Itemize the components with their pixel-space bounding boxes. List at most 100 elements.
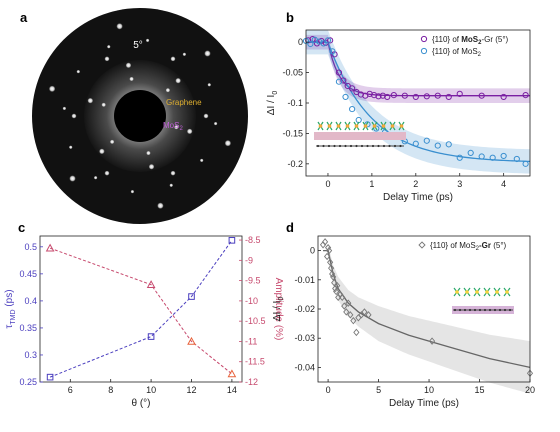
y-tick-label-right: -10 [245, 296, 258, 306]
diffraction-spot [48, 85, 56, 93]
point-mos2-gr [330, 273, 337, 281]
point-mos2-gr [321, 238, 329, 246]
inset-carbon [322, 144, 325, 148]
diffraction-spot [109, 139, 115, 145]
point-mos2-gr [326, 246, 333, 255]
inset-carbon [493, 308, 497, 312]
diffraction-spot [76, 69, 81, 74]
point-mos2-gr [357, 91, 365, 98]
diffraction-spot [169, 183, 174, 188]
y-tick-label-left: 0.5 [24, 242, 37, 252]
inset-carbon [478, 308, 482, 312]
point-mos2-gr [349, 85, 356, 92]
point-mos2-gr [327, 37, 334, 44]
diffraction-spot [207, 82, 212, 87]
x-tick-label: 12 [186, 385, 196, 395]
panel-label-c: c [18, 220, 25, 235]
point-mos2-gr [434, 92, 441, 99]
x-tick-label: 5 [376, 385, 381, 395]
point-mos2-gr [522, 91, 529, 99]
inset-atom [381, 124, 386, 128]
y-tick-label-left: 0.45 [19, 269, 37, 279]
point-mos2 [329, 48, 336, 55]
y-tick-label: -0.02 [294, 304, 315, 314]
x-axis-label: θ (°) [132, 398, 151, 409]
inset-atom [455, 290, 459, 294]
inset-atom [318, 124, 323, 128]
point-mos2 [324, 37, 332, 44]
x-tick-label: 10 [424, 385, 434, 395]
point-mos2-gr [343, 308, 350, 316]
x-axis-label: Delay Time (ps) [389, 398, 459, 409]
inset-atom [345, 124, 350, 128]
y-tick-label-right: -11.5 [245, 357, 265, 367]
diffraction-pattern: 5° Graphene MoS2 [32, 8, 248, 224]
diffraction-spot [199, 158, 204, 163]
point-mos2-gr [478, 92, 485, 99]
x-tick-label: 0 [326, 385, 331, 395]
point-mos2-gr [375, 93, 382, 100]
amplitude-point [45, 243, 55, 252]
point-mos2 [412, 140, 419, 147]
y-tick-label: -0.01 [294, 275, 315, 285]
inset-carbon [399, 144, 402, 148]
diffraction-spot [148, 163, 155, 170]
point-mos2-gr [353, 328, 360, 337]
y-tick-label: 0 [310, 246, 315, 256]
point-mos2 [445, 141, 452, 148]
diffraction-spot [165, 87, 171, 93]
x-tick-label: 4 [501, 179, 506, 189]
x-tick-label: 10 [146, 385, 156, 395]
point-mos2-gr [335, 69, 343, 76]
tau-line [49, 240, 233, 378]
point-mos2-gr [325, 243, 332, 252]
diffraction-spot [157, 202, 164, 209]
inset-carbon [344, 144, 347, 148]
inset-carbon [498, 308, 502, 312]
panel-label-d: d [286, 220, 294, 235]
point-mos2-gr [340, 77, 347, 84]
diffraction-spot [71, 113, 77, 119]
diffraction-spot [145, 38, 150, 43]
diffraction-spot [68, 145, 73, 150]
inset-atom [495, 290, 499, 294]
inset-carbon [503, 308, 507, 312]
x-tick-label: 8 [108, 385, 113, 395]
diffraction-spot [213, 121, 218, 126]
diffraction-spot [174, 125, 179, 130]
graphene-label: Graphene [166, 98, 202, 107]
inset-carbon [468, 308, 472, 312]
y-tick-label-right: -9 [245, 255, 253, 265]
y-tick-label-right: -8.5 [245, 235, 261, 245]
inset-substrate [314, 132, 406, 140]
point-mos2-gr [423, 93, 430, 100]
inset-carbon [488, 308, 492, 312]
y-tick-label-left: 0.4 [24, 296, 37, 306]
diffraction-spot [125, 62, 132, 69]
inset-atom [336, 124, 341, 128]
diffraction-spot [170, 56, 176, 62]
inset-carbon [360, 144, 364, 148]
point-mos2 [467, 149, 474, 156]
point-mos2 [522, 160, 529, 167]
inset-atom [475, 290, 479, 294]
y-axis-label: ΔI / I0 [266, 91, 279, 116]
beam-block [114, 90, 166, 142]
y-tick-label: -0.2 [287, 159, 303, 169]
y-tick-label-left: 0.25 [19, 377, 37, 387]
y-tick-label-right: -10.5 [245, 316, 266, 326]
confidence-band [306, 34, 530, 103]
inset-carbon [349, 144, 353, 148]
plot-frame [39, 235, 243, 383]
point-mos2 [513, 155, 520, 163]
point-mos2-gr [327, 258, 334, 266]
point-mos2-gr [339, 293, 346, 302]
diffraction-spot [93, 175, 98, 180]
point-mos2-gr [412, 93, 419, 101]
inset-carbon [458, 308, 462, 312]
diffraction-spot [175, 77, 181, 84]
legend-marker [420, 47, 428, 55]
point-mos2-gr [500, 93, 507, 101]
y-tick-label-left: 0.3 [24, 350, 37, 360]
point-mos2-gr [345, 299, 352, 307]
